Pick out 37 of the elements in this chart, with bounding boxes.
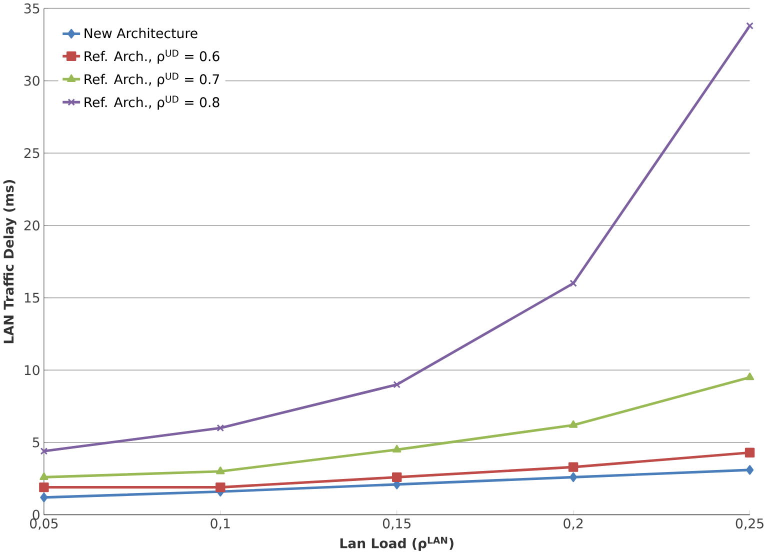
point: [746, 464, 754, 475]
point: [40, 492, 48, 502]
point: [216, 466, 225, 474]
y-tick-label: 30: [24, 76, 40, 86]
y-tick-label: 0: [32, 510, 40, 520]
y-tick-label: 10: [24, 364, 40, 376]
y-tick-label: 35: [24, 3, 40, 14]
x-tick-label: 0,15: [382, 518, 411, 530]
legend-label: Ref. Arch., ρ$^{UD}$ = 0.7: [84, 72, 220, 87]
y-tick-label: 20: [24, 220, 40, 230]
x-axis-title: Lan Load (ρ$^{LAN}$): [340, 536, 454, 551]
x-tick-label: 0,05: [30, 518, 58, 530]
y-axis-title: LAN Traffic Delay (ms): [3, 180, 16, 343]
point: [392, 472, 402, 482]
y-tick-label: 25: [24, 148, 40, 158]
point: [40, 472, 48, 480]
point: [568, 462, 578, 472]
point: [569, 472, 578, 482]
point: [39, 482, 49, 492]
x-tick-label: 0,2: [564, 518, 583, 530]
y-tick-label: 5: [32, 437, 40, 448]
legend-label: New Architecture: [84, 28, 198, 38]
y-tick-label: 15: [24, 292, 40, 303]
point: [216, 424, 224, 432]
point: [392, 444, 402, 452]
x-tick-label: 0,25: [736, 518, 764, 530]
point: [570, 280, 577, 287]
point: [393, 380, 401, 388]
x-tick-label: 0,1: [210, 518, 230, 530]
point: [744, 448, 755, 458]
legend-label: Ref. Arch., ρ$^{UD}$ = 0.8: [84, 96, 220, 110]
legend-label: Ref. Arch., ρ$^{UD}$ = 0.6: [84, 50, 220, 64]
point: [216, 482, 226, 492]
point: [569, 420, 578, 428]
point: [745, 372, 754, 380]
point: [746, 22, 754, 30]
point: [40, 447, 48, 455]
